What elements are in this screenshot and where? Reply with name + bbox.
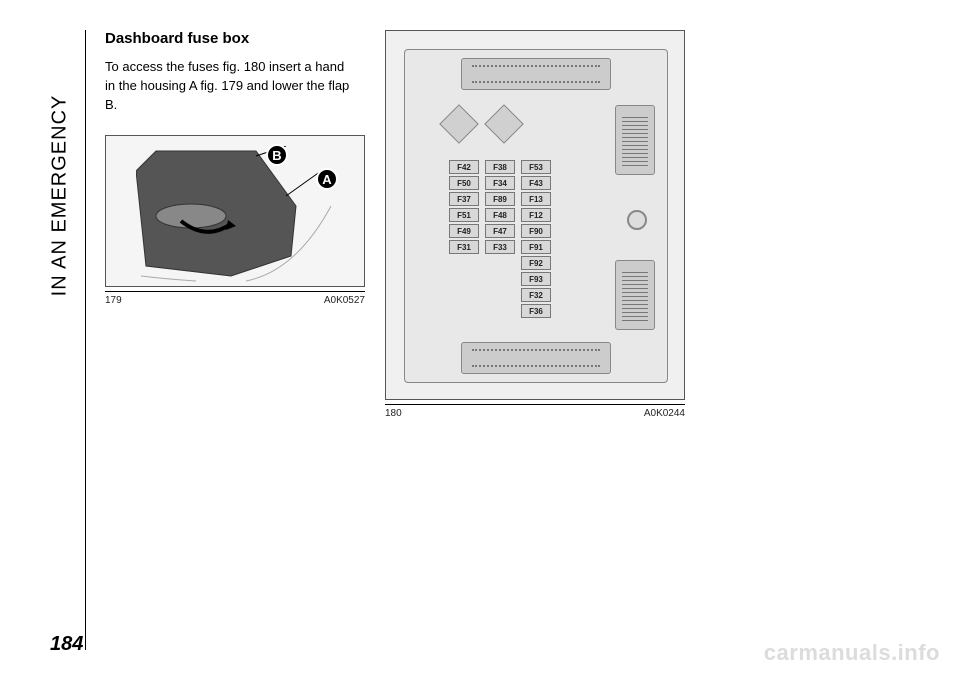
connector-right-1	[615, 105, 655, 175]
mounting-hole	[627, 210, 647, 230]
fusebox-body: F42 F50 F37 F51 F49 F31 F38 F34 F89 F48 …	[404, 49, 668, 383]
fuse-label: F91	[521, 240, 551, 254]
fuse-label: F50	[449, 176, 479, 190]
fuse-label: F51	[449, 208, 479, 222]
relay-2	[484, 104, 524, 144]
fuse-label: F12	[521, 208, 551, 222]
figure-180-caption: 180 A0K0244	[385, 404, 685, 419]
connector-right-2	[615, 260, 655, 330]
fuse-grid: F42 F50 F37 F51 F49 F31 F38 F34 F89 F48 …	[449, 160, 551, 318]
fuse-label: F31	[449, 240, 479, 254]
connector-bottom	[461, 342, 611, 374]
figure-179-number: 179	[105, 295, 122, 306]
relay-1	[439, 104, 479, 144]
figure-180-code: A0K0244	[644, 408, 685, 419]
fuse-label: F36	[521, 304, 551, 318]
fuse-label: F43	[521, 176, 551, 190]
section-label-text: IN AN EMERGENCY	[49, 94, 72, 296]
figure-179-code: A0K0527	[324, 295, 365, 306]
fuse-col-1: F42 F50 F37 F51 F49 F31	[449, 160, 479, 318]
figure-180: F42 F50 F37 F51 F49 F31 F38 F34 F89 F48 …	[385, 30, 685, 419]
section-label: IN AN EMERGENCY	[50, 70, 70, 320]
door-panel-illustration	[136, 146, 336, 286]
figure-180-number: 180	[385, 408, 402, 419]
connector-top	[461, 58, 611, 90]
fuse-label: F38	[485, 160, 515, 174]
callout-b: B	[266, 144, 288, 166]
fuse-label: F90	[521, 224, 551, 238]
fuse-col-3: F53 F43 F13 F12 F90 F91 F92 F93 F32 F36	[521, 160, 551, 318]
fuse-label: F53	[521, 160, 551, 174]
fuse-label: F89	[485, 192, 515, 206]
fuse-label: F48	[485, 208, 515, 222]
watermark: carmanuals.info	[764, 640, 940, 666]
vertical-rule	[85, 30, 86, 650]
fuse-label: F34	[485, 176, 515, 190]
fuse-label: F37	[449, 192, 479, 206]
callout-a: A	[316, 168, 338, 190]
fuse-label: F32	[521, 288, 551, 302]
fuse-label: F93	[521, 272, 551, 286]
figure-179-image: B A	[105, 135, 365, 287]
body-text: To access the fuses fig. 180 insert a ha…	[105, 58, 355, 115]
page-number: 184	[50, 633, 83, 656]
fuse-col-2: F38 F34 F89 F48 F47 F33	[485, 160, 515, 318]
fuse-label: F92	[521, 256, 551, 270]
fuse-label: F33	[485, 240, 515, 254]
fuse-label: F42	[449, 160, 479, 174]
fuse-label: F47	[485, 224, 515, 238]
fuse-label: F13	[521, 192, 551, 206]
heading: Dashboard fuse box	[105, 30, 249, 47]
figure-179: B A 179 A0K0527	[105, 135, 365, 306]
fuse-label: F49	[449, 224, 479, 238]
figure-179-caption: 179 A0K0527	[105, 291, 365, 306]
figure-180-image: F42 F50 F37 F51 F49 F31 F38 F34 F89 F48 …	[385, 30, 685, 400]
